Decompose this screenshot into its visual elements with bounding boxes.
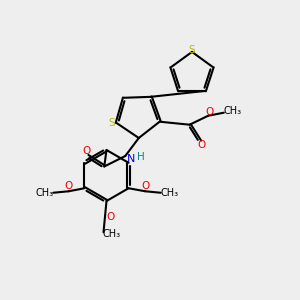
Text: O: O (197, 140, 206, 150)
Text: H: H (137, 152, 145, 162)
Text: N: N (127, 154, 135, 164)
Text: O: O (65, 181, 73, 191)
Text: O: O (82, 146, 90, 157)
Text: S: S (189, 45, 195, 56)
Text: S: S (108, 118, 115, 128)
Text: CH₃: CH₃ (103, 229, 121, 239)
Text: O: O (141, 181, 149, 191)
Text: CH₃: CH₃ (160, 188, 178, 198)
Text: CH₃: CH₃ (36, 188, 54, 198)
Text: O: O (106, 212, 115, 222)
Text: CH₃: CH₃ (223, 106, 241, 116)
Text: O: O (206, 107, 214, 117)
